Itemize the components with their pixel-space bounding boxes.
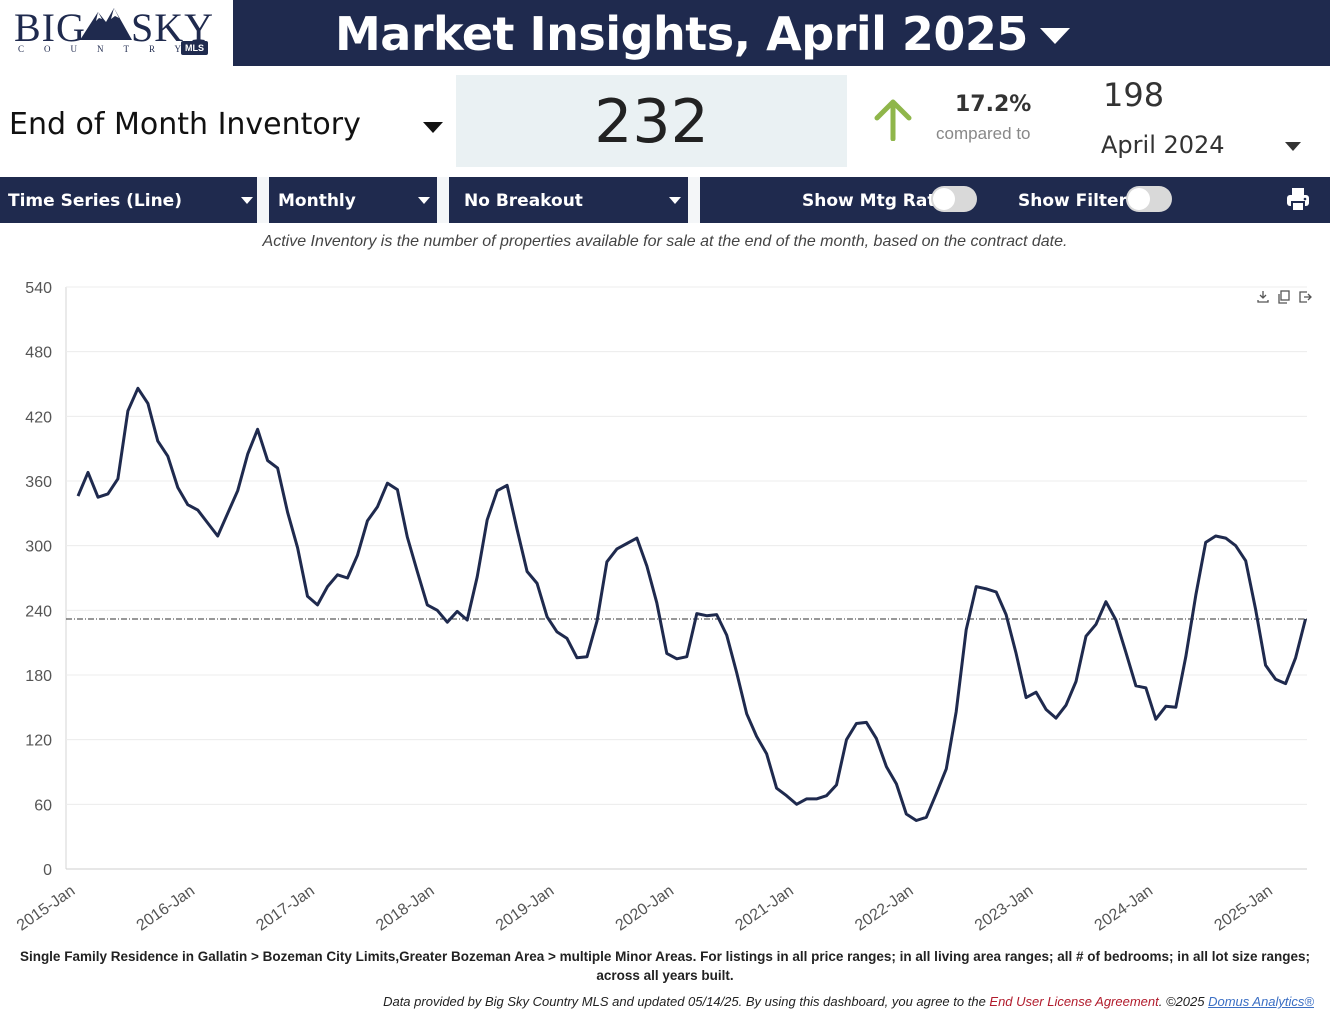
y-tick-label: 540: [25, 280, 52, 297]
filter-summary: Single Family Residence in Gallatin > Bo…: [19, 949, 1311, 983]
x-axis: 2015-Jan 2016-Jan 2017-Jan 2018-Jan 2019-Jan…: [14, 882, 1276, 934]
breakout-caret-icon[interactable]: [669, 197, 681, 204]
x-tick-label: 2025-Jan: [1211, 882, 1275, 934]
toolbar-divider: [257, 177, 269, 223]
chart-toolbox: [1257, 290, 1312, 304]
inventory-series-line: [76, 386, 1307, 822]
x-tick-label: 2017-Jan: [253, 882, 317, 934]
y-tick-label: 0: [43, 862, 52, 879]
chart-gridlines: [65, 286, 1307, 870]
current-value-box: 232: [456, 75, 847, 167]
compare-value: 198: [1103, 76, 1165, 114]
logo-country-text: COUNTRY: [18, 44, 202, 54]
y-tick-label: 120: [25, 733, 52, 750]
copy-icon[interactable]: [1278, 290, 1290, 304]
compared-to-label: compared to: [936, 124, 1031, 143]
metric-dropdown-caret-icon[interactable]: [423, 122, 443, 133]
y-tick-label: 360: [25, 474, 52, 491]
y-axis: 0 60 120 180 240 300 360 420 480 540: [25, 280, 52, 879]
toolbar-divider: [437, 177, 449, 223]
toolbar-divider: [688, 177, 700, 223]
y-tick-label: 480: [25, 345, 52, 362]
breakout-select[interactable]: No Breakout: [464, 191, 583, 211]
filters-label: Show Filters:: [1018, 191, 1144, 211]
x-tick-label: 2021-Jan: [732, 882, 796, 934]
logo-big-text: BIG: [14, 5, 86, 50]
x-tick-label: 2016-Jan: [134, 882, 198, 934]
y-tick-label: 180: [25, 668, 52, 685]
x-tick-label: 2023-Jan: [972, 882, 1036, 934]
metric-description: Active Inventory is the number of proper…: [262, 233, 1068, 250]
printer-icon[interactable]: [1286, 187, 1310, 213]
mtg-rate-label: Show Mtg Rate:: [802, 191, 954, 211]
download-icon[interactable]: [1257, 291, 1269, 303]
logo-mls-badge: MLS: [181, 41, 208, 55]
credit-text: Data provided by Big Sky Country MLS and…: [383, 994, 990, 1009]
up-arrow-icon: [874, 99, 912, 141]
metric-selector[interactable]: End of Month Inventory: [9, 107, 361, 142]
x-tick-label: 2022-Jan: [852, 882, 916, 934]
title-bar: Market Insights, April 2025: [233, 0, 1330, 66]
filters-toggle[interactable]: [1126, 186, 1172, 212]
interval-select[interactable]: Monthly: [278, 191, 356, 211]
y-tick-label: 240: [25, 603, 52, 620]
data-credit: Data provided by Big Sky Country MLS and…: [383, 994, 1314, 1009]
x-tick-label: 2024-Jan: [1092, 882, 1156, 934]
title-dropdown-caret-icon[interactable]: [1040, 28, 1070, 44]
chart-type-caret-icon[interactable]: [241, 197, 253, 204]
x-tick-label: 2019-Jan: [493, 882, 557, 934]
compare-period-caret-icon[interactable]: [1285, 142, 1301, 151]
chart-type-select[interactable]: Time Series (Line): [8, 191, 182, 211]
mtg-rate-toggle[interactable]: [931, 186, 977, 212]
current-value: 232: [594, 87, 709, 157]
copyright-text: . ©2025: [1158, 994, 1209, 1009]
mountain-icon: [80, 8, 132, 40]
logo: BIG SKY COUNTRY MLS: [0, 0, 233, 66]
interval-caret-icon[interactable]: [418, 197, 430, 204]
toolbar: Time Series (Line) Monthly No Breakout S…: [0, 177, 1330, 223]
x-tick-label: 2015-Jan: [14, 882, 78, 934]
domus-link[interactable]: Domus Analytics®: [1208, 994, 1314, 1009]
y-tick-label: 420: [25, 409, 52, 426]
x-tick-label: 2018-Jan: [373, 882, 437, 934]
x-tick-label: 2020-Jan: [613, 882, 677, 934]
change-percent: 17.2%: [955, 92, 1032, 117]
y-tick-label: 60: [34, 797, 52, 814]
export-icon[interactable]: [1299, 291, 1312, 303]
license-link[interactable]: End User License Agreement: [989, 994, 1159, 1009]
compare-period-selector[interactable]: April 2024: [1101, 131, 1225, 159]
y-tick-label: 300: [25, 539, 52, 556]
page-title: Market Insights, April 2025: [335, 7, 1028, 61]
inventory-line-chart: 0 60 120 180 240 300 360 420 480 540 2015-Jan 2016…: [14, 280, 1312, 935]
